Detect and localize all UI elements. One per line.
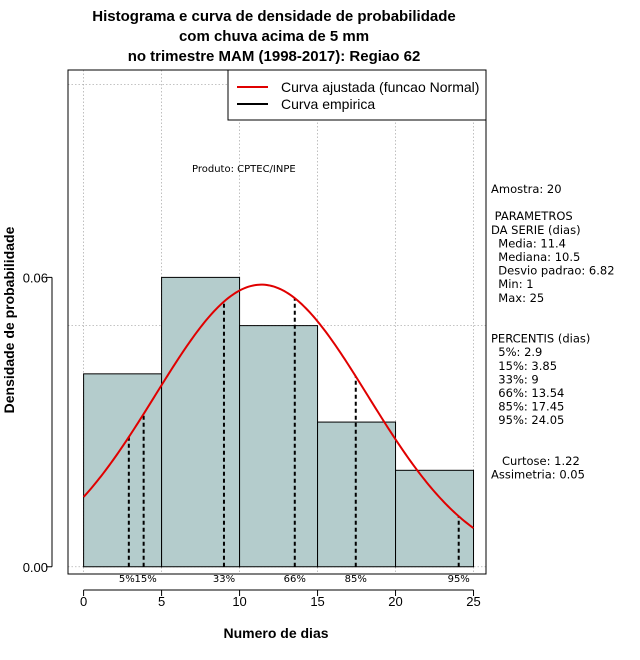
product-note: Produto: CPTEC/INPE bbox=[192, 164, 296, 175]
stats-line: PARAMETROS bbox=[491, 209, 573, 223]
histogram-bar bbox=[161, 276, 241, 568]
title-line: no trimestre MAM (1998-2017): Regiao 62 bbox=[128, 48, 421, 65]
x-tick-label: 25 bbox=[466, 594, 480, 609]
legend-box bbox=[227, 69, 487, 121]
normal-curve-line bbox=[82, 283, 475, 529]
percentile-label: 85% bbox=[345, 574, 367, 585]
histogram-bar bbox=[239, 325, 319, 568]
stats-line: Desvio padrao: 6.82 bbox=[491, 264, 615, 278]
chart-title: Histograma e curva de densidade de proba… bbox=[92, 8, 455, 65]
stats-line: Assimetria: 0.05 bbox=[491, 468, 585, 482]
stats-line: Mediana: 10.5 bbox=[491, 250, 580, 264]
stats-line: Max: 25 bbox=[491, 291, 544, 305]
percentile-label: 15% bbox=[135, 574, 157, 585]
y-axis-label: Densidade de probabilidade bbox=[1, 226, 17, 413]
stats-line: Min: 1 bbox=[491, 277, 534, 291]
stats-line: Amostra: 20 bbox=[491, 182, 562, 196]
axes: 0 5 10 15 20 25 0.00 0.06 bbox=[23, 270, 481, 609]
stats-line: 33%: 9 bbox=[491, 372, 539, 386]
stats-line: 5%: 2.9 bbox=[491, 345, 542, 359]
stats-line: 15%: 3.85 bbox=[491, 359, 557, 373]
legend: Curva ajustada (funcao Normal)Curva empi… bbox=[227, 69, 487, 121]
percentile-label: 5% bbox=[119, 574, 135, 585]
stats-line: Curtose: 1.22 bbox=[491, 454, 580, 468]
histogram-bar bbox=[395, 469, 475, 568]
legend-label: Curva ajustada (funcao Normal) bbox=[281, 79, 479, 95]
normal-curve bbox=[82, 283, 475, 529]
percentile-label: 33% bbox=[213, 574, 235, 585]
title-line: Histograma e curva de densidade de proba… bbox=[92, 8, 455, 25]
stats-line: 85%: 17.45 bbox=[491, 400, 564, 414]
x-tick-label: 10 bbox=[232, 594, 246, 609]
title-line: com chuva acima de 5 mm bbox=[179, 28, 369, 45]
x-axis-label: Numero de dias bbox=[223, 625, 328, 641]
x-tick-label: 5 bbox=[158, 594, 165, 609]
stats-line: 95%: 24.05 bbox=[491, 413, 564, 427]
y-tick-label: 0.06 bbox=[23, 270, 48, 285]
stats-line: Media: 11.4 bbox=[491, 236, 566, 250]
stats-line: PERCENTIS (dias) bbox=[491, 332, 590, 346]
x-tick-label: 15 bbox=[310, 594, 324, 609]
percentile-label: 66% bbox=[284, 574, 306, 585]
x-tick-label: 0 bbox=[80, 594, 87, 609]
stats-line: 66%: 13.54 bbox=[491, 386, 564, 400]
percentile-label: 95% bbox=[448, 574, 470, 585]
x-tick-label: 20 bbox=[388, 594, 402, 609]
legend-label: Curva empirica bbox=[281, 96, 375, 112]
histogram-bars bbox=[83, 276, 475, 568]
y-tick-label: 0.00 bbox=[23, 560, 48, 575]
stats-line: DA SERIE (dias) bbox=[491, 223, 581, 237]
percentile-lines: 5% 15% 33% 66% 85% 95% bbox=[119, 298, 470, 585]
